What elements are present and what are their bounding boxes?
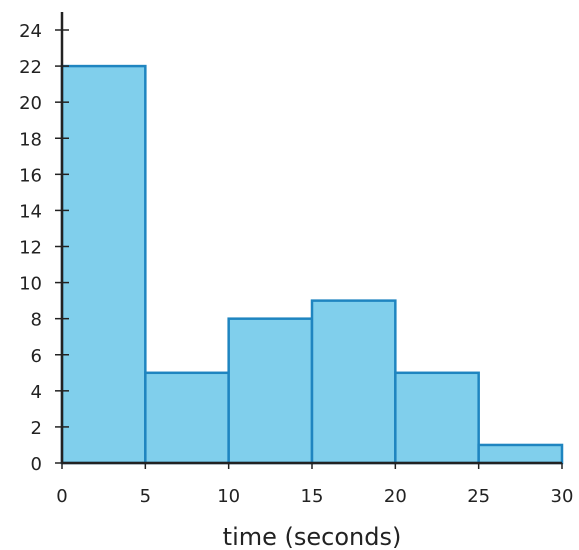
y-tick-label-16: 16 [19, 165, 42, 186]
x-tick-label-10: 10 [217, 486, 240, 507]
histogram-bar-4 [310, 299, 397, 465]
y-tick-label-24: 24 [19, 21, 42, 42]
y-tick-label-6: 6 [31, 346, 42, 367]
y-tick-label-0: 0 [31, 454, 42, 475]
y-tick-label-10: 10 [19, 274, 42, 295]
histogram-bar-2 [144, 371, 230, 465]
bars-group [60, 64, 564, 465]
x-tick-label-30: 30 [551, 486, 574, 507]
y-tick-label-14: 14 [19, 201, 42, 222]
y-tick-label-8: 8 [31, 310, 42, 331]
y-tick-label-4: 4 [31, 382, 42, 403]
x-tick-label-20: 20 [384, 486, 407, 507]
x-tick-label-5: 5 [140, 486, 151, 507]
x-tick-label-25: 25 [467, 486, 490, 507]
y-tick-label-20: 20 [19, 93, 42, 114]
y-tick-label-22: 22 [19, 57, 42, 78]
x-tick-label-0: 0 [56, 486, 67, 507]
x-axis-title: time (seconds) [223, 523, 402, 550]
histogram-bar-1 [60, 64, 147, 465]
y-tick-label-2: 2 [31, 418, 42, 439]
y-tick-label-12: 12 [19, 238, 42, 259]
histogram-bar-5 [394, 371, 480, 465]
histogram-bar-3 [227, 317, 314, 465]
histogram-bar-6 [477, 443, 564, 465]
y-tick-label-18: 18 [19, 129, 42, 150]
x-tick-label-15: 15 [301, 486, 324, 507]
